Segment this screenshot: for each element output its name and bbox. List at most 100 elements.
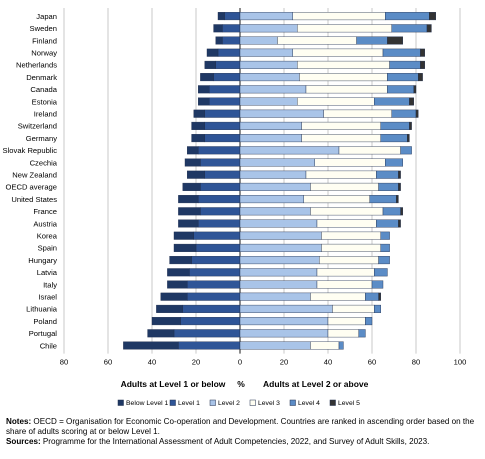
sources-paragraph: Sources: Programme for the International…: [6, 437, 482, 447]
bar-level-4: [391, 24, 428, 33]
category-labels: Japan Sweden Finland Norway Netherlands Denma…: [3, 12, 58, 350]
bar-level-5: [400, 207, 404, 216]
bar-level-2: [239, 304, 333, 313]
bar-level-4: [358, 329, 366, 338]
bar-below-level-1: [160, 292, 188, 301]
bar-level-3: [332, 304, 375, 313]
category-label: France: [33, 207, 57, 216]
notes-label: Notes:: [6, 417, 32, 426]
bar-level-3: [310, 292, 366, 301]
bar-below-level-1: [215, 36, 223, 45]
label-center: %: [237, 379, 245, 389]
bar-below-level-1: [200, 73, 214, 82]
bar-level-1: [173, 329, 241, 338]
bar-level-1: [204, 121, 241, 130]
bar-level-3: [338, 146, 401, 155]
bar-level-3: [292, 12, 386, 21]
bar-below-level-1: [186, 146, 199, 155]
label-right: Adults at Level 2 or above: [263, 379, 369, 389]
bar-level-4: [385, 12, 430, 21]
legend-swatch: [289, 399, 296, 406]
bar-level-1: [180, 317, 241, 326]
bar-level-2: [239, 85, 307, 94]
bar-level-2: [239, 73, 300, 82]
legend-item: Level 4: [289, 399, 320, 407]
notes-block: Notes: OECD = Organisation for Economic …: [6, 417, 482, 447]
bar-level-1: [186, 292, 241, 301]
bar-level-4: [385, 158, 404, 167]
category-label: Estonia: [32, 97, 58, 106]
category-label: Norway: [31, 49, 57, 58]
bar-below-level-1: [217, 12, 225, 21]
category-label: Sweden: [30, 24, 57, 33]
bar-level-1: [195, 243, 241, 252]
bar-level-4: [365, 317, 373, 326]
legend-swatch: [117, 399, 124, 406]
legend-swatch: [249, 399, 256, 406]
bar-level-1: [224, 12, 241, 21]
legend: Below Level 1 Level 1 Level 2 Level 3 Level …: [117, 399, 360, 407]
bar-level-2: [239, 317, 329, 326]
bar-level-2: [239, 292, 311, 301]
x-tick-label: 20: [192, 358, 200, 367]
bar-level-5: [418, 73, 423, 82]
bar-level-5: [398, 170, 401, 179]
bar-level-4: [387, 85, 414, 94]
bar-level-5: [378, 292, 382, 301]
bar-level-4: [376, 170, 399, 179]
bar-level-2: [239, 207, 311, 216]
bar-level-2: [239, 329, 329, 338]
bar-level-3: [327, 329, 359, 338]
bar-level-2: [239, 256, 320, 265]
bar-level-1: [208, 97, 241, 106]
bar-level-3: [316, 268, 375, 277]
bar-level-1: [186, 280, 241, 289]
bar-level-5: [398, 219, 401, 228]
bar-below-level-1: [213, 24, 223, 33]
category-label: Denmark: [26, 73, 57, 82]
bar-level-4: [376, 219, 399, 228]
bar-level-4: [374, 268, 388, 277]
legend-swatch: [209, 399, 216, 406]
bar-level-3: [310, 182, 379, 191]
bar-below-level-1: [206, 48, 219, 57]
category-label: New Zealand: [12, 171, 57, 180]
bar-below-level-1: [169, 256, 192, 265]
bar-level-4: [400, 146, 412, 155]
x-tick-label: 80: [60, 358, 68, 367]
bar-level-2: [239, 109, 324, 118]
bar-level-4: [338, 341, 344, 350]
category-label: Chile: [40, 341, 57, 350]
category-label: Italy: [43, 280, 57, 289]
bar-level-3: [321, 231, 381, 240]
category-label: Latvia: [37, 268, 58, 277]
notes-text: OECD = Organisation for Economic Co-oper…: [6, 417, 475, 436]
bar-level-3: [310, 341, 340, 350]
bar-level-2: [239, 170, 307, 179]
bar-level-3: [297, 24, 393, 33]
x-tick-label: 40: [324, 358, 332, 367]
bar-level-3: [303, 195, 370, 204]
category-label: Ireland: [34, 110, 57, 119]
bar-level-2: [239, 12, 293, 21]
bar-level-3: [321, 243, 381, 252]
chart: 80 60 40 20 0 20 40 60 80 100 Japan Sweden Finland N…: [3, 8, 466, 407]
bar-level-3: [310, 207, 384, 216]
category-label: Israel: [38, 293, 57, 302]
bar-below-level-1: [186, 170, 205, 179]
bar-below-level-1: [184, 158, 201, 167]
bar-level-2: [239, 182, 311, 191]
bar-below-level-1: [156, 304, 183, 313]
x-tick-label: 80: [412, 358, 420, 367]
bar-level-5: [396, 195, 399, 204]
bar-below-level-1: [178, 219, 199, 228]
notes-paragraph: Notes: OECD = Organisation for Economic …: [6, 417, 482, 437]
legend-swatch: [169, 399, 176, 406]
bar-level-5: [415, 109, 419, 118]
bar-level-5: [387, 36, 403, 45]
legend-label: Level 4: [298, 400, 320, 407]
bar-level-5: [429, 12, 437, 21]
bar-below-level-1: [173, 243, 197, 252]
bar-level-2: [239, 48, 293, 57]
bar-level-2: [239, 36, 278, 45]
